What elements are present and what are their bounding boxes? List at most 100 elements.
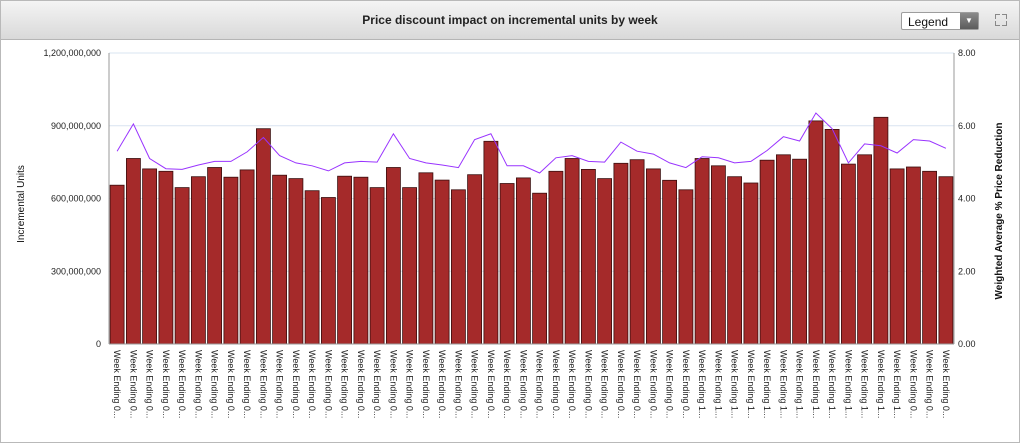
- y-tick-label: 300,000,000: [51, 266, 101, 276]
- y2-tick-label: 4.00: [958, 194, 976, 204]
- x-tick-label: Week Ending 0...: [421, 350, 431, 418]
- bar[interactable]: [142, 168, 158, 345]
- bar[interactable]: [841, 163, 856, 345]
- bar[interactable]: [467, 174, 483, 345]
- x-axis-labels: Week Ending 0... Week Ending 0... Week End…: [112, 350, 951, 418]
- bar[interactable]: [158, 170, 174, 345]
- x-tick-label: Week Ending 0...: [258, 350, 268, 418]
- x-tick-label: Week Ending 0...: [275, 350, 285, 418]
- bar[interactable]: [564, 158, 580, 345]
- bar[interactable]: [808, 120, 824, 345]
- bar[interactable]: [662, 179, 677, 345]
- chart-title: Price discount impact on incremental uni…: [362, 13, 658, 27]
- legend-dropdown[interactable]: Legend ▼: [901, 12, 979, 30]
- bar[interactable]: [385, 167, 401, 345]
- bar[interactable]: [272, 174, 288, 345]
- y2-tick-label: 0.00: [958, 339, 976, 349]
- y2-tick-label: 2.00: [958, 266, 976, 276]
- line-series: [116, 112, 947, 174]
- bar[interactable]: [629, 159, 645, 345]
- bar[interactable]: [532, 192, 547, 345]
- bar[interactable]: [434, 179, 450, 345]
- bar[interactable]: [597, 178, 612, 345]
- expand-icon[interactable]: [995, 14, 1007, 26]
- x-tick-label: Week Ending 0...: [437, 350, 447, 418]
- bar[interactable]: [223, 176, 239, 345]
- bar[interactable]: [613, 162, 629, 345]
- bar[interactable]: [694, 158, 710, 345]
- bar[interactable]: [581, 168, 596, 345]
- bar[interactable]: [304, 190, 320, 345]
- x-tick-label: Week Ending 0...: [145, 350, 155, 418]
- bar[interactable]: [109, 184, 125, 345]
- x-tick-label: Week Ending 1...: [762, 350, 772, 418]
- bar[interactable]: [678, 189, 694, 345]
- bar[interactable]: [483, 140, 499, 345]
- x-tick-label: Week Ending 0...: [453, 350, 463, 418]
- bar[interactable]: [450, 189, 466, 345]
- x-tick-label: Week Ending 0...: [340, 350, 350, 418]
- bar[interactable]: [792, 158, 807, 345]
- x-tick-label: Week Ending 0...: [665, 350, 675, 418]
- bar[interactable]: [889, 168, 905, 345]
- bar[interactable]: [288, 178, 304, 345]
- bar[interactable]: [320, 197, 336, 345]
- bar[interactable]: [174, 187, 190, 345]
- bar[interactable]: [743, 182, 759, 345]
- bar[interactable]: [337, 175, 353, 345]
- bar[interactable]: [873, 116, 889, 345]
- bar[interactable]: [548, 170, 564, 345]
- x-tick-label: Week Ending 1...: [697, 350, 707, 418]
- bar[interactable]: [369, 187, 385, 345]
- x-tick-label: Week Ending 0...: [372, 350, 382, 418]
- x-tick-label: Week Ending 0...: [307, 350, 317, 418]
- chevron-down-icon[interactable]: ▼: [960, 13, 978, 29]
- x-tick-label: Week Ending 1...: [876, 350, 886, 418]
- bar[interactable]: [857, 154, 872, 345]
- x-tick-label: Week Ending 0...: [226, 350, 236, 418]
- bar[interactable]: [759, 159, 775, 345]
- x-tick-label: Week Ending 0...: [210, 350, 220, 418]
- bar[interactable]: [938, 176, 954, 345]
- x-tick-label: Week Ending 0...: [908, 350, 918, 418]
- y-tick-label: 1,200,000,000: [43, 48, 101, 58]
- right-axis-ticks: 0.00 2.00 4.00 6.00 8.00: [958, 48, 976, 349]
- bar[interactable]: [516, 177, 531, 345]
- bar[interactable]: [499, 183, 515, 345]
- x-tick-label: Week Ending 0...: [632, 350, 642, 418]
- y-axis-title: Incremental Units: [16, 165, 27, 243]
- y2-axis-title: Weighted Average % Price Reduction: [994, 123, 1005, 300]
- bar[interactable]: [239, 169, 255, 345]
- x-tick-label: Week Ending 0...: [648, 350, 658, 418]
- x-tick-label: Week Ending 1...: [746, 350, 756, 418]
- bar[interactable]: [207, 167, 223, 345]
- bar[interactable]: [906, 166, 921, 345]
- bar[interactable]: [646, 168, 661, 345]
- x-tick-label: Week Ending 1...: [892, 350, 902, 418]
- x-tick-label: Week Ending 0...: [681, 350, 691, 418]
- bar[interactable]: [353, 176, 369, 345]
- bar[interactable]: [255, 128, 271, 345]
- bar[interactable]: [776, 154, 791, 345]
- x-tick-label: Week Ending 0...: [535, 350, 545, 418]
- x-tick-label: Week Ending 0...: [518, 350, 528, 418]
- bar[interactable]: [824, 129, 840, 345]
- combo-chart: 0 300,000,000 600,000,000 900,000,000 1,200,…: [16, 48, 1005, 418]
- x-tick-label: Week Ending 0...: [161, 350, 171, 418]
- x-tick-label: Week Ending 0...: [925, 350, 935, 418]
- x-tick-label: Week Ending 0...: [388, 350, 398, 418]
- legend-dropdown-label: Legend: [908, 15, 949, 29]
- bar[interactable]: [711, 165, 726, 345]
- bar[interactable]: [922, 170, 937, 345]
- bar[interactable]: [190, 176, 206, 345]
- y-tick-label: 900,000,000: [51, 121, 101, 131]
- x-tick-label: Week Ending 1...: [860, 350, 870, 418]
- bar[interactable]: [418, 172, 434, 345]
- bar[interactable]: [126, 158, 141, 345]
- bar[interactable]: [402, 187, 418, 345]
- left-axis-ticks: 0 300,000,000 600,000,000 900,000,000 1,200,…: [43, 48, 101, 349]
- x-tick-label: Week Ending 1...: [730, 350, 740, 418]
- x-tick-label: Week Ending 0...: [486, 350, 496, 418]
- bar[interactable]: [727, 176, 742, 345]
